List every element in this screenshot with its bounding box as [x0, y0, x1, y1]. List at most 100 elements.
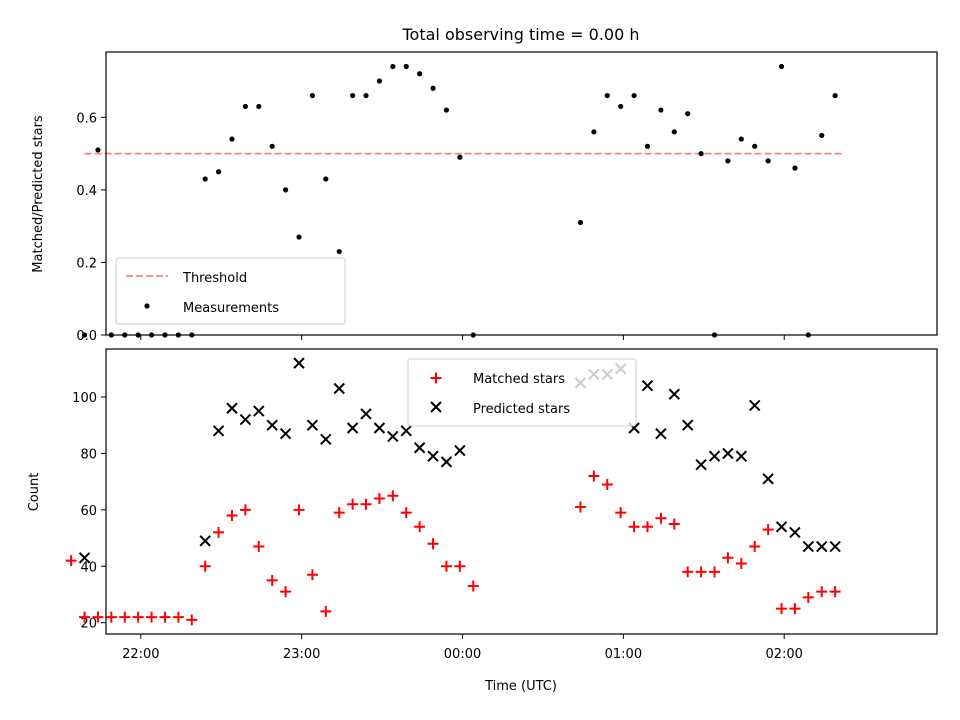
predicted-point [199, 535, 211, 547]
matched-point [92, 611, 104, 623]
ytick-label: 20 [80, 617, 97, 632]
ytick-label: 100 [72, 391, 97, 406]
matched-point [802, 591, 814, 603]
bottom-ylabel: Count [27, 473, 42, 512]
predicted-point [802, 540, 815, 553]
measurement-point [95, 147, 101, 153]
matched-point [695, 566, 707, 578]
measurement-point [283, 187, 289, 193]
predicted-point [816, 540, 828, 553]
matched-point [641, 521, 653, 533]
matched-point [762, 524, 774, 536]
measurement-point [256, 103, 262, 110]
top-legend: Threshold Measurements [115, 257, 346, 325]
measurement-point [242, 103, 248, 110]
top-axes-content: 0.00.20.40.6 [76, 63, 844, 344]
predicted-point [708, 450, 721, 462]
matched-point [306, 569, 318, 581]
measurement-point [296, 234, 302, 240]
matched-point [226, 509, 238, 521]
predicted-point [427, 450, 439, 462]
predicted-point [641, 379, 654, 392]
predicted-point [413, 442, 426, 454]
measurement-point [738, 136, 744, 142]
legend-measurements-swatch [144, 303, 150, 309]
matched-point [172, 611, 184, 623]
predicted-point [775, 521, 788, 533]
predicted-point [454, 444, 466, 457]
measurement-point [644, 143, 651, 149]
measurement-point [778, 63, 785, 70]
legend-measurements-label: Measurements [183, 301, 279, 316]
measurement-point [685, 111, 691, 117]
matched-point [253, 541, 265, 553]
legend-predicted-swatch [430, 401, 442, 413]
matched-point [266, 574, 278, 586]
predicted-point [722, 447, 734, 460]
measurement-point [631, 92, 637, 99]
matched-point [601, 478, 613, 490]
predicted-point [346, 422, 359, 434]
measurement-point [336, 248, 342, 255]
predicted-point [655, 427, 667, 440]
measurement-point [215, 169, 222, 175]
matched-point [440, 560, 452, 572]
matched-point [467, 580, 479, 592]
measurement-point [376, 78, 383, 84]
predicted-point [440, 456, 453, 468]
matched-point [776, 603, 788, 615]
matched-point [735, 557, 747, 569]
xtick-label: 23:00 [283, 647, 320, 662]
top-panel: Total observing time = 0.00 h Matched/Pr… [31, 25, 938, 344]
matched-point [749, 541, 761, 553]
measurement-point [698, 150, 704, 157]
measurement-point [752, 143, 758, 149]
matched-point [293, 504, 305, 516]
matched-point [79, 611, 91, 623]
matched-point [199, 560, 211, 572]
predicted-point [829, 540, 841, 553]
legend-threshold-label: Threshold [182, 271, 247, 286]
predicted-point [735, 450, 748, 462]
matched-point [213, 526, 225, 538]
predicted-point [695, 458, 707, 471]
matched-point [789, 603, 801, 615]
matched-point [132, 611, 144, 623]
ytick-label: 0.2 [76, 256, 97, 271]
measurement-point [457, 154, 463, 160]
measurement-point [403, 63, 409, 70]
matched-point [333, 507, 345, 519]
xtick-label: 00:00 [444, 647, 481, 662]
measurement-point [658, 107, 664, 113]
bottom-legend: Matched stars Predicted stars [407, 358, 637, 427]
measurement-point [443, 107, 450, 113]
predicted-point [253, 405, 265, 417]
ytick-label: 0.4 [76, 184, 97, 199]
matched-point [615, 507, 627, 519]
measurement-point [765, 158, 771, 164]
measurement-point [725, 158, 731, 164]
ytick-label: 0.6 [76, 111, 97, 126]
matched-point [722, 552, 734, 564]
predicted-point [239, 413, 252, 426]
matched-point [816, 586, 828, 598]
measurement-point [323, 176, 329, 182]
matched-point [186, 614, 198, 626]
matched-point [414, 521, 426, 533]
predicted-point [373, 422, 386, 434]
matched-point [239, 504, 251, 516]
measurement-point [819, 132, 825, 139]
measurement-point [430, 85, 436, 91]
matched-point [119, 611, 131, 623]
matched-point [320, 605, 332, 617]
measurement-point [269, 143, 275, 149]
measurement-point [591, 129, 597, 135]
predicted-point [293, 357, 305, 369]
measurement-point [363, 92, 369, 99]
bottom-panel: Count Time (UTC) 20 40 60 80 100 22:00 23:00 00… [27, 348, 938, 694]
top-axes-frame [105, 51, 938, 336]
matched-point [829, 586, 841, 598]
xtick-label: 01:00 [605, 647, 642, 662]
bottom-axes-frame [105, 348, 938, 635]
